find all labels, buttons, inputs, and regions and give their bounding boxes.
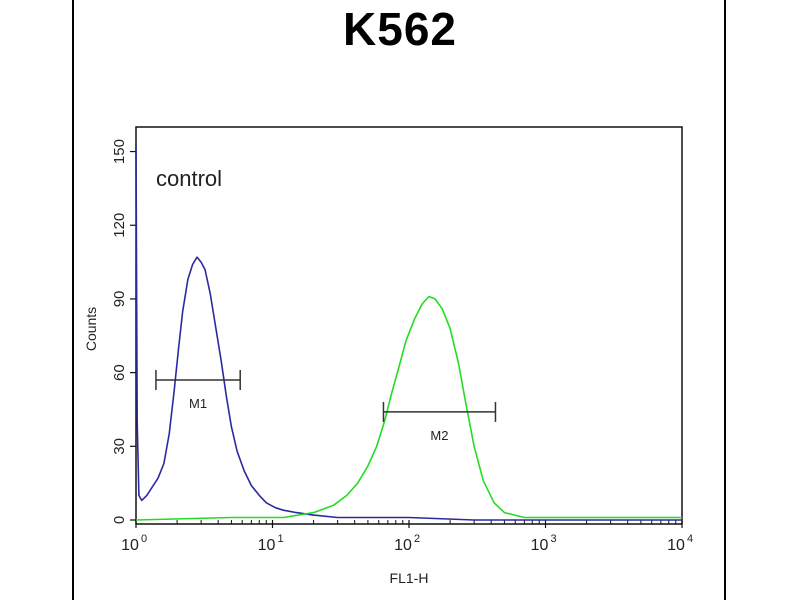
x-tick-label: 10 <box>394 537 412 554</box>
x-tick-label: 10 <box>531 537 549 554</box>
y-tick-label: 120 <box>111 213 128 238</box>
sample-histogram-line <box>135 295 682 521</box>
marker-layer: M1 M2 <box>155 369 497 443</box>
control-annotation: control <box>156 166 222 191</box>
x-tick-label: 10 <box>258 537 276 554</box>
x-axis-label: FL1-H <box>390 570 429 586</box>
x-axis: 10 0 10 1 10 2 10 3 10 4 <box>121 520 693 554</box>
gate-marker-m2 <box>382 401 497 422</box>
y-tick-label: 90 <box>111 291 128 308</box>
chart-title: K562 <box>343 3 457 55</box>
x-tick-exponent: 4 <box>687 533 693 545</box>
series-layer <box>135 146 682 521</box>
image-frame-right <box>724 0 726 600</box>
gate-label-m2: M2 <box>430 428 448 443</box>
x-tick-label: 10 <box>121 537 139 554</box>
y-axis: 0 30 60 90 120 150 <box>111 139 136 524</box>
x-tick-label: 10 <box>667 537 685 554</box>
x-tick-exponent: 2 <box>414 533 420 545</box>
y-tick-label: 30 <box>111 438 128 455</box>
x-tick-exponent: 3 <box>550 533 556 545</box>
x-tick-exponent: 1 <box>277 533 283 545</box>
x-tick-exponent: 0 <box>141 533 147 545</box>
y-tick-label: 150 <box>111 139 128 164</box>
gate-marker-m1 <box>155 369 241 390</box>
y-tick-label: 0 <box>111 516 128 524</box>
control-histogram-line <box>135 146 682 521</box>
y-axis-label: Counts <box>83 307 99 351</box>
gate-label-m1: M1 <box>189 396 207 411</box>
image-frame-left <box>72 0 74 600</box>
y-tick-label: 60 <box>111 364 128 381</box>
